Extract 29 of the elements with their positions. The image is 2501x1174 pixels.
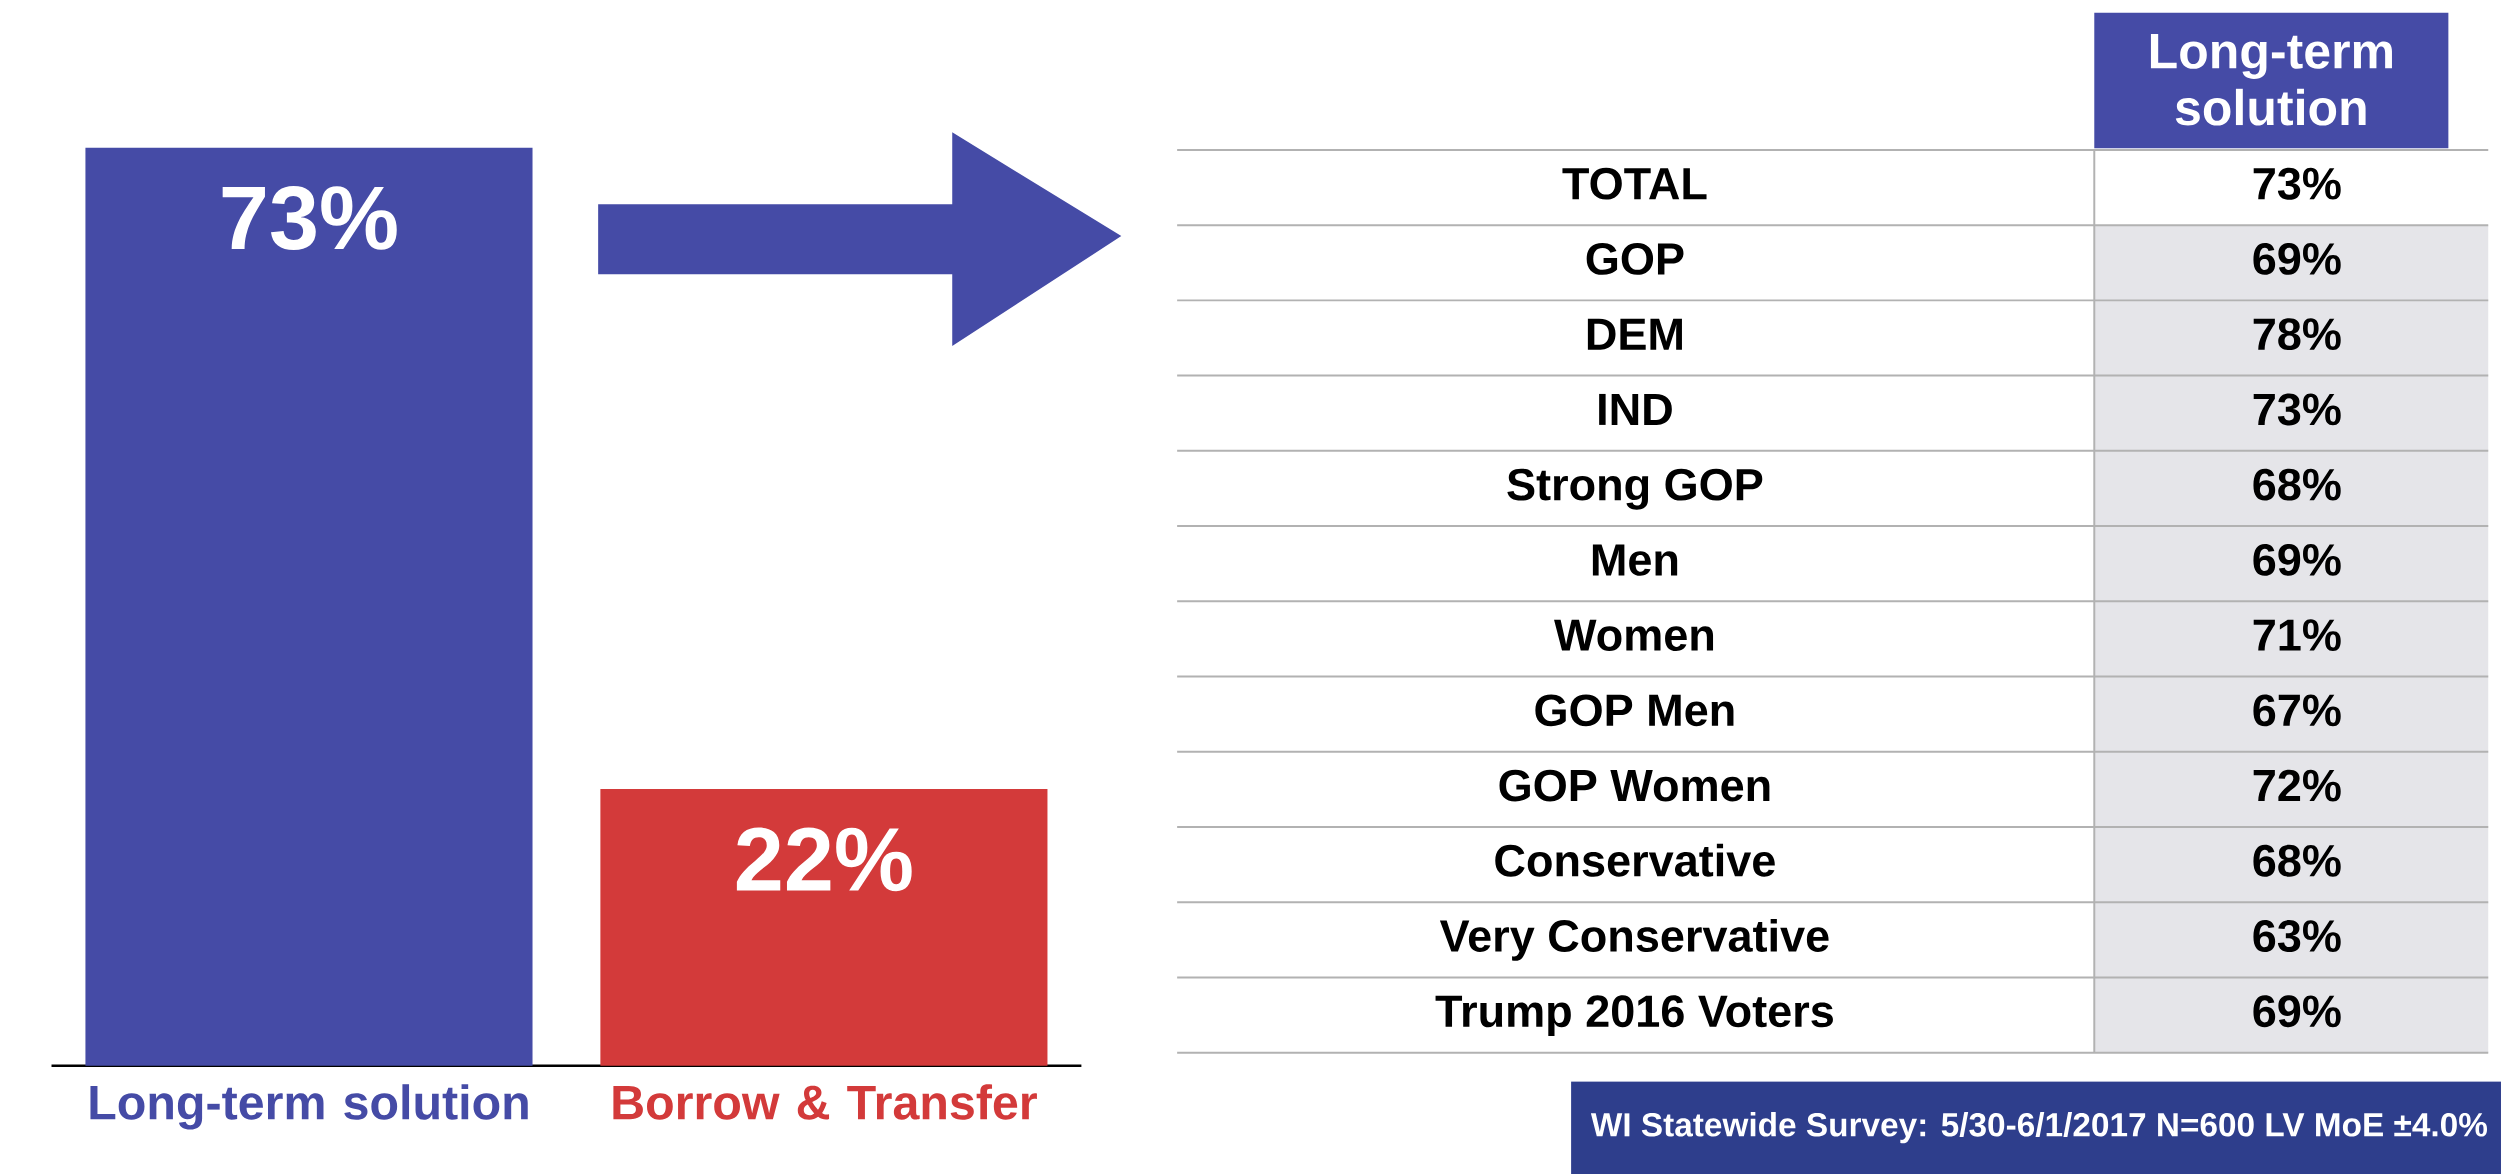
data-label: 72% — [2253, 769, 2341, 802]
data-label: 73% — [2253, 393, 2341, 426]
category-label: Women — [1554, 619, 1714, 652]
data-label: 67% — [2253, 694, 2341, 727]
category-label: Conservative — [1495, 843, 1775, 877]
category-label: Very Conservative — [1439, 918, 1829, 961]
data-label: 73% — [2253, 167, 2341, 200]
category-label: TOTAL — [1562, 167, 1707, 200]
category-label: DEM — [1587, 318, 1682, 350]
data-label: 68% — [2253, 844, 2341, 877]
data-label: 71% — [2253, 619, 2341, 651]
data-label: 69% — [2253, 995, 2341, 1028]
x-tick-label: Borrow & Transfer — [613, 1084, 1037, 1120]
data-label: 73% — [222, 186, 397, 251]
category-label: GOP — [1586, 243, 1684, 275]
category-label: GOP Men — [1535, 694, 1734, 727]
data-label: 63% — [2253, 920, 2341, 953]
data-label: 69% — [2253, 243, 2341, 275]
text: WI Statewide Survey: 5/30-6/1/2017 N=600 LV MoE ±4.0% — [1590, 1112, 2488, 1144]
data-label: 78% — [2253, 318, 2341, 351]
category-label: Trump 2016 Voters — [1435, 995, 1833, 1037]
category-label: GOP Women — [1499, 769, 1770, 802]
data-label: 68% — [2253, 468, 2341, 501]
category-label: Strong GOP — [1507, 468, 1763, 510]
category-label: IND — [1599, 393, 1672, 425]
category-label: Men — [1592, 544, 1678, 576]
data-label: 22% — [736, 827, 912, 892]
data-label: 69% — [2253, 543, 2341, 576]
text: Long-term solution — [2150, 33, 2392, 126]
